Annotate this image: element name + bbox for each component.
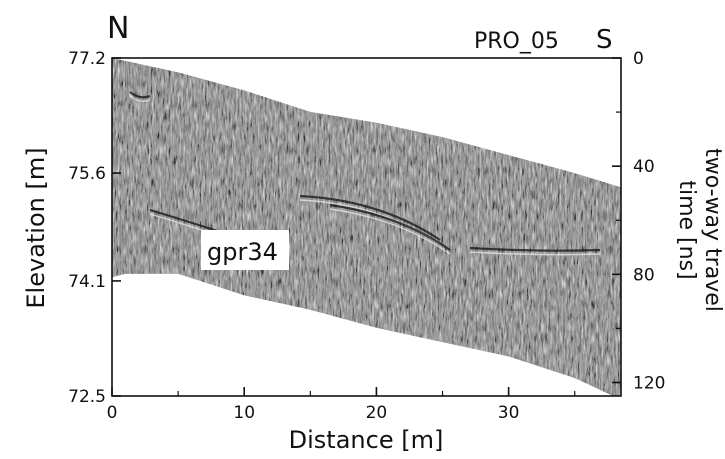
- plot-frame: [111, 57, 622, 397]
- direction-north-label: N: [107, 11, 129, 46]
- annotation-label: gpr34: [207, 238, 278, 266]
- y-right-tick-label: 40: [633, 157, 655, 177]
- x-tick-label: 30: [498, 403, 520, 423]
- left-y-axis: 77.2 75.6 74.1 72.5: [68, 49, 121, 407]
- reflector-streak: [469, 246, 601, 252]
- x-axis-title: Distance [m]: [289, 426, 444, 454]
- annotation-box: [201, 230, 289, 270]
- reflector-streak-highlight: [469, 251, 601, 256]
- reflector-streak: [129, 91, 151, 99]
- y-left-tick-label: 74.1: [68, 272, 106, 292]
- left-y-axis-title: Elevation [m]: [22, 147, 50, 308]
- x-tick-label: 20: [366, 403, 388, 423]
- reflector-streak: [299, 194, 441, 241]
- y-left-tick-label: 72.5: [68, 387, 106, 407]
- right-y-axis-title-line2: time [ns]: [674, 180, 699, 279]
- reflector-streak: [329, 203, 451, 251]
- reflector-streak-highlight: [329, 208, 451, 255]
- y-right-tick-label: 0: [633, 49, 644, 69]
- direction-south-label: S: [596, 25, 613, 55]
- y-left-tick-label: 77.2: [68, 49, 106, 69]
- y-right-tick-label: 120: [633, 373, 665, 393]
- right-y-axis-title-line1: two-way travel: [700, 148, 725, 312]
- right-y-axis: 0 40 80 120: [612, 49, 665, 393]
- y-left-tick-label: 75.6: [68, 164, 106, 184]
- chart-title: PRO_05: [474, 29, 559, 54]
- x-axis: 0 10 20 30: [107, 387, 576, 423]
- x-tick-label: 10: [233, 403, 255, 423]
- reflector-streak-highlight: [129, 95, 151, 103]
- x-tick-label: 0: [107, 403, 118, 423]
- radargram-image: [112, 58, 621, 396]
- y-right-tick-label: 80: [633, 265, 655, 285]
